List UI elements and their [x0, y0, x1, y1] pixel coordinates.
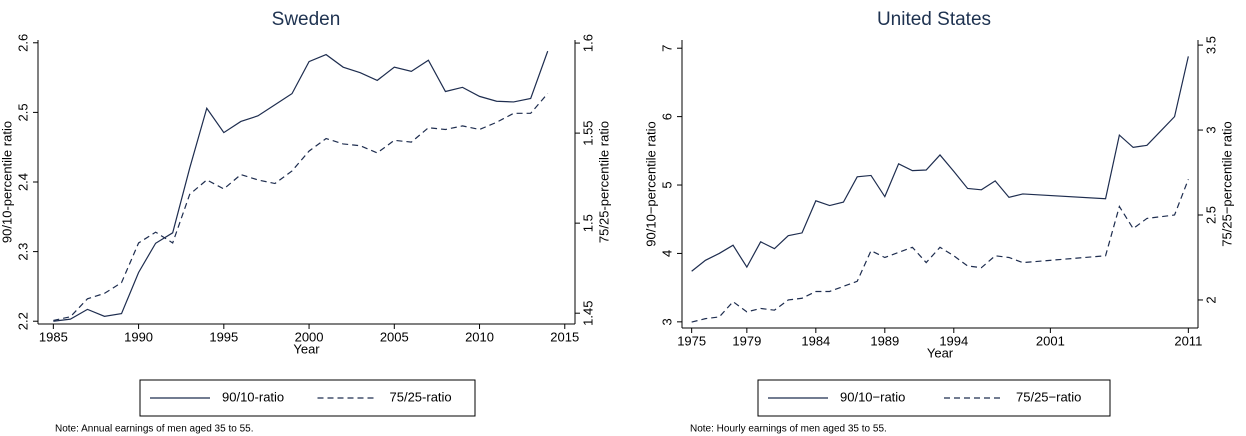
- x-tick-label: 1995: [209, 329, 238, 344]
- legend-label: 90/10−ratio: [840, 389, 905, 404]
- series-line: [691, 56, 1189, 272]
- x-tick-label: 2005: [380, 329, 409, 344]
- note: Note: Annual earnings of men aged 35 to …: [55, 424, 253, 435]
- y-tick-label: 5: [659, 181, 674, 188]
- series-line: [53, 50, 549, 322]
- y-axis-label: 90/10−percentile ratio: [643, 121, 658, 246]
- y2-tick-label: 1.6: [580, 34, 595, 52]
- y2-tick-label: 2.5: [1203, 206, 1218, 224]
- x-tick-label: 1994: [939, 333, 968, 348]
- legend-box: [757, 379, 1111, 417]
- y-tick-label: 3: [659, 318, 674, 325]
- legend-label: 75/25−ratio: [1016, 389, 1081, 404]
- legend-box: [139, 379, 476, 417]
- x-tick-label: 1985: [39, 329, 68, 344]
- x-tick-label: 1979: [732, 333, 761, 348]
- y-tick-label: 2.2: [15, 312, 30, 330]
- y2-tick-label: 3: [1203, 126, 1218, 133]
- panel-title: Sweden: [272, 9, 341, 30]
- note: Note: Hourly earnings of men aged 35 to …: [690, 424, 887, 435]
- legend-label: 75/25-ratio: [390, 389, 452, 404]
- x-tick-label: 1990: [124, 329, 153, 344]
- y-tick-label: 7: [659, 45, 674, 52]
- x-tick-label: 2000: [295, 329, 324, 344]
- x-axis-label: Year: [293, 341, 320, 356]
- y-tick-label: 4: [659, 250, 674, 257]
- x-tick-label: 2001: [1036, 333, 1065, 348]
- y-axis-label: 90/10-percentile ratio: [0, 121, 14, 243]
- y-tick-label: 2.6: [15, 34, 30, 52]
- x-tick-label: 1975: [677, 333, 706, 348]
- y-tick-label: 6: [659, 113, 674, 120]
- y2-axis-label: 75/25−percentile ratio: [1219, 121, 1234, 246]
- y-tick-label: 2.5: [15, 103, 30, 121]
- panel-title: United States: [877, 9, 991, 30]
- y2-tick-label: 2: [1203, 296, 1218, 303]
- y2-tick-label: 1.5: [580, 214, 595, 232]
- y-tick-label: 2.3: [15, 243, 30, 261]
- x-tick-label: 2010: [465, 329, 494, 344]
- y2-tick-label: 1.55: [580, 120, 595, 145]
- legend-label: 90/10-ratio: [222, 389, 284, 404]
- y2-axis-label: 75/25-percentile ratio: [596, 121, 611, 243]
- y-tick-label: 2.4: [15, 173, 30, 191]
- y2-tick-label: 3.5: [1203, 36, 1218, 54]
- x-axis-label: Year: [927, 345, 954, 360]
- x-tick-label: 2015: [550, 329, 579, 344]
- x-tick-label: 1984: [801, 333, 830, 348]
- series-line: [691, 179, 1189, 323]
- series-line: [53, 93, 549, 321]
- y2-tick-label: 1.45: [580, 301, 595, 326]
- x-tick-label: 1989: [870, 333, 899, 348]
- x-tick-label: 2011: [1174, 333, 1202, 348]
